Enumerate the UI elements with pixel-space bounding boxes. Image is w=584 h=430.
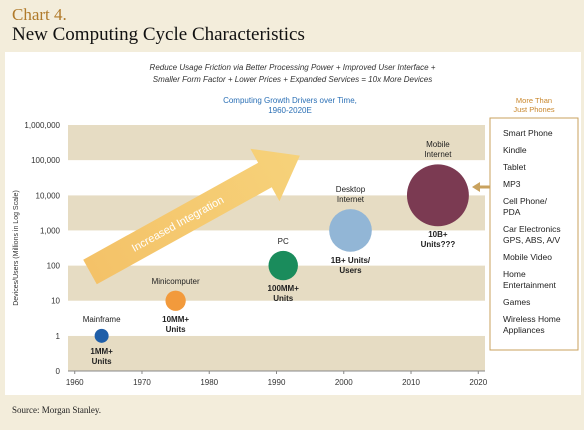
x-tick-label: 1980 — [200, 378, 218, 387]
value-label: 10MM+ Units — [162, 314, 190, 334]
chart-title: New Computing Cycle Characteristics — [12, 24, 305, 45]
callout-arrow — [472, 182, 490, 192]
y-axis-label: Devices/Users (Millions in Log Scale) — [13, 190, 20, 306]
callout-item: Wireless Home Appliances — [503, 314, 561, 335]
y-tick-label: 1 — [56, 332, 61, 341]
y-tick-label: 10 — [51, 297, 60, 306]
value-label: 1B+ Units/ Users — [330, 255, 371, 275]
callout-title: More Than Just Phones — [513, 96, 555, 114]
callout-item: Games — [503, 297, 531, 307]
grid-band — [68, 300, 485, 336]
callout-item: Car Electronics GPS, ABS, A/V — [503, 224, 561, 245]
x-tick-label: 2020 — [469, 378, 487, 387]
bubble-label: Desktop Internet — [335, 185, 366, 205]
callout-box — [489, 117, 579, 351]
bubble — [94, 328, 109, 343]
chart-number: Chart 4. — [12, 5, 67, 24]
x-tick-label: 2010 — [402, 378, 420, 387]
y-tick-label: 100 — [47, 262, 61, 271]
bubble — [406, 164, 469, 227]
bubble-label: Mainframe — [82, 314, 121, 324]
bubble — [165, 290, 186, 311]
callout-item: Smart Phone — [503, 128, 553, 138]
callout-item: Tablet — [503, 162, 526, 172]
source: Source: Morgan Stanley. — [12, 405, 101, 415]
x-tick-label: 1990 — [268, 378, 286, 387]
x-tick-label: 1960 — [66, 378, 84, 387]
value-label: 10B+ Units??? — [420, 230, 456, 250]
bubble-label: Minicomputer — [151, 276, 200, 286]
note: Reduce Usage Friction via Better Process… — [149, 63, 436, 84]
y-tick-label: 10,000 — [36, 191, 61, 200]
x-tick-label: 1970 — [133, 378, 151, 387]
y-tick-label: 0 — [56, 367, 61, 376]
callout-item: Mobile Video — [503, 252, 552, 262]
arrow-shape — [83, 148, 300, 285]
callout-item: Kindle — [503, 145, 527, 155]
callout-list: Smart Phone Kindle Tablet MP3 Cell Phone/ PD… — [503, 128, 577, 336]
y-tick-label: 100,000 — [31, 156, 60, 165]
callout-item: Cell Phone/ PDA — [503, 196, 547, 217]
bubble-label: Mobile Internet — [424, 140, 452, 160]
y-tick-label: 1,000,000 — [24, 121, 60, 130]
callout-item: MP3 — [503, 179, 521, 189]
grid-band — [68, 335, 485, 371]
subtitle: Computing Growth Drivers over Time, 1960… — [223, 96, 357, 115]
callout-item: Home Entertainment — [503, 269, 556, 290]
bubble — [268, 250, 298, 281]
bubble-label: PC — [277, 236, 289, 246]
value-label: 1MM+ Units — [90, 346, 113, 366]
y-tick-label: 1,000 — [40, 226, 61, 235]
bubble — [329, 209, 372, 252]
value-label: 100MM+ Units — [267, 284, 299, 304]
x-tick-label: 2000 — [335, 378, 353, 387]
